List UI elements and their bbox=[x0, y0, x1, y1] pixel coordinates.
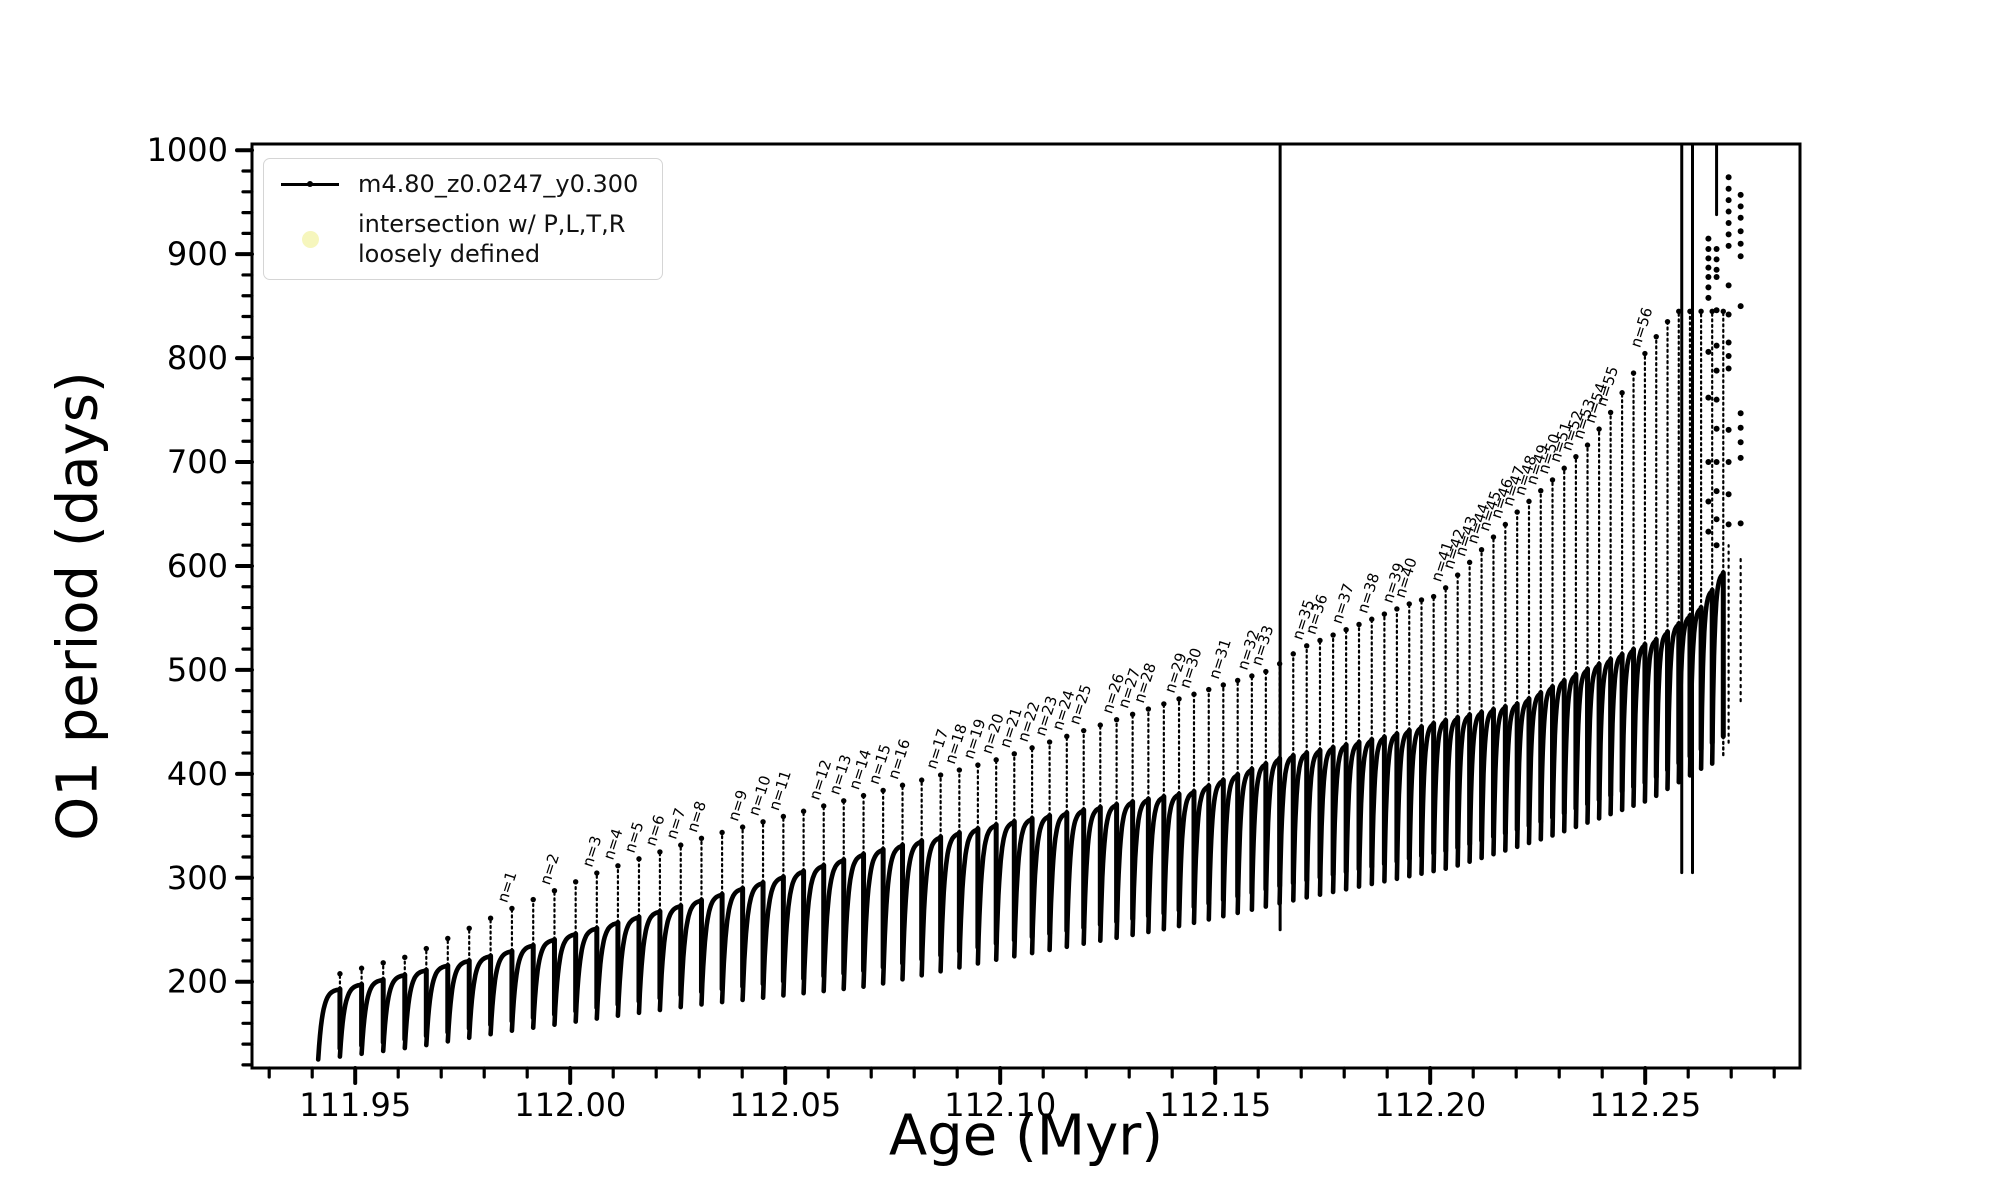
svg-text:n=1: n=1 bbox=[494, 869, 521, 905]
legend-entry-track-label: m4.80_z0.0247_y0.300 bbox=[358, 170, 639, 198]
svg-text:111.95: 111.95 bbox=[299, 1086, 411, 1124]
line-with-dot-icon bbox=[278, 181, 342, 187]
legend-entry-track: m4.80_z0.0247_y0.300 bbox=[278, 169, 638, 199]
svg-text:600: 600 bbox=[167, 547, 228, 585]
axes: 111.95 112.00 112.05 112.10 112.15 112.20 112.… bbox=[147, 131, 1802, 1124]
svg-text:112.05: 112.05 bbox=[729, 1086, 841, 1124]
svg-text:n=8: n=8 bbox=[683, 799, 710, 835]
scatter-points bbox=[1705, 174, 1744, 744]
svg-text:112.20: 112.20 bbox=[1374, 1086, 1486, 1124]
legend-entry-intersection-label: intersection w/ P,L,T,R loosely defined bbox=[358, 210, 626, 268]
svg-text:n=37: n=37 bbox=[1328, 581, 1358, 626]
svg-text:112.25: 112.25 bbox=[1589, 1086, 1701, 1124]
svg-text:112.10: 112.10 bbox=[944, 1086, 1056, 1124]
svg-text:400: 400 bbox=[167, 755, 228, 793]
legend: m4.80_z0.0247_y0.300 intersection w/ P,L… bbox=[263, 158, 664, 280]
svg-text:n=31: n=31 bbox=[1205, 637, 1235, 682]
svg-text:n=28: n=28 bbox=[1130, 661, 1160, 706]
legend-entry-intersection: intersection w/ P,L,T,R loosely defined bbox=[278, 209, 638, 269]
svg-text:112.15: 112.15 bbox=[1159, 1086, 1271, 1124]
svg-text:n=16: n=16 bbox=[884, 737, 914, 782]
svg-text:n=36: n=36 bbox=[1302, 592, 1332, 637]
series-sawtooth bbox=[315, 571, 1726, 1062]
svg-text:n=38: n=38 bbox=[1353, 571, 1383, 616]
svg-text:n=56: n=56 bbox=[1627, 305, 1657, 350]
svg-text:n=55: n=55 bbox=[1592, 364, 1622, 409]
pale-yellow-circle-icon bbox=[278, 230, 342, 248]
svg-text:n=11: n=11 bbox=[765, 768, 795, 813]
svg-text:n=2: n=2 bbox=[536, 851, 563, 887]
svg-text:700: 700 bbox=[167, 443, 228, 481]
y-axis-label: O1 period (days) bbox=[45, 371, 111, 841]
svg-text:800: 800 bbox=[167, 339, 228, 377]
svg-text:200: 200 bbox=[167, 963, 228, 1001]
svg-text:112.00: 112.00 bbox=[514, 1086, 626, 1124]
svg-text:900: 900 bbox=[167, 235, 228, 273]
svg-text:1000: 1000 bbox=[147, 131, 228, 169]
svg-text:n=30: n=30 bbox=[1176, 646, 1206, 691]
svg-text:n=25: n=25 bbox=[1065, 682, 1095, 727]
x-axis-label: Age (Myr) bbox=[888, 1103, 1164, 1169]
svg-text:500: 500 bbox=[167, 651, 228, 689]
svg-text:300: 300 bbox=[167, 859, 228, 897]
vertical-lines bbox=[1278, 142, 1719, 932]
